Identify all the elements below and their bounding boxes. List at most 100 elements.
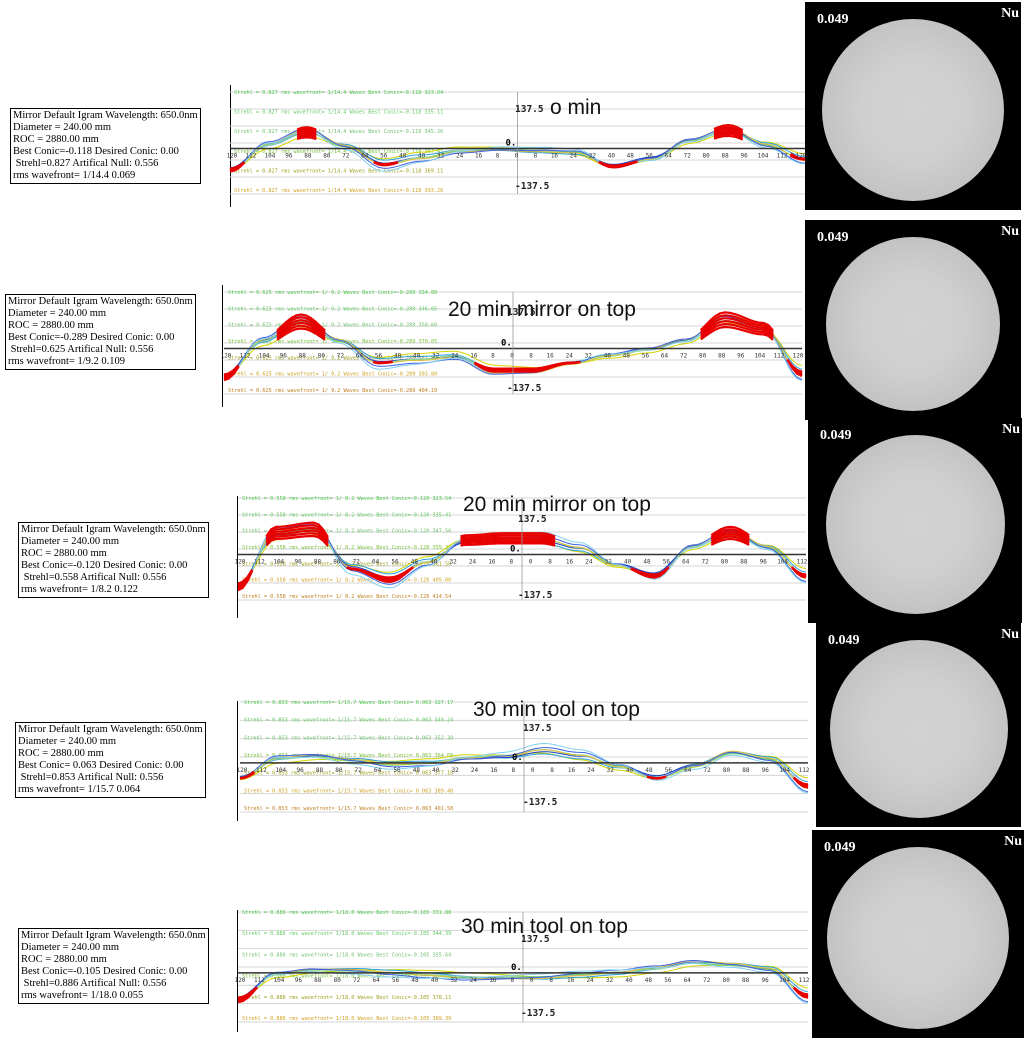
parameter-line: Diameter = 240.00 mm [13, 122, 112, 133]
profile-plot: Strehl = 0.558 rms wavefront= 1/ 8.2 Wav… [235, 496, 808, 601]
x-tick-label: 56 [665, 767, 673, 774]
x-tick-label: 8 [548, 559, 552, 566]
x-tick-label: 56 [646, 153, 654, 160]
y-min-label: -137.5 [515, 181, 550, 192]
x-tick-label: 96 [295, 559, 303, 566]
chart-title: 20 min mirror on top [448, 298, 636, 321]
y-min-label: -137.5 [507, 383, 542, 394]
x-tick-label: 40 [626, 767, 634, 774]
chart-panel: Mirror Default Igram Wavelength: 650.0nm… [0, 830, 1024, 1038]
parameter-line: Best Conic=-0.105 Desired Conic: 0.00 [21, 966, 188, 977]
x-tick-label: 48 [643, 559, 651, 566]
x-tick-label: 32 [450, 559, 458, 566]
x-tick-label: 0 [510, 353, 514, 360]
x-tick-label: 112 [799, 767, 810, 774]
x-tick-label: 16 [488, 559, 496, 566]
legend-entry: Strehl = 0.886 rms wavefront= 1/18.0 Wav… [242, 952, 451, 958]
parameter-line: Strehl=0.853 Artifical Null: 0.556 [18, 772, 164, 783]
x-tick-label: 0 [530, 977, 534, 984]
x-tick-label: 80 [323, 153, 331, 160]
x-tick-label: 96 [761, 977, 769, 984]
x-tick-label: 80 [318, 353, 326, 360]
mirror-disk [822, 19, 1004, 201]
x-tick-label: 80 [333, 559, 341, 566]
x-tick-label: 16 [475, 153, 483, 160]
zero-label: 0. [501, 339, 512, 349]
x-tick-label: 16 [490, 767, 498, 774]
legend-entry: Strehl = 0.558 rms wavefront= 1/ 8.2 Wav… [242, 578, 451, 584]
x-tick-label: 80 [699, 353, 707, 360]
parameter-line: Mirror Default Igram Wavelength: 650.0nm [18, 724, 203, 735]
x-tick-label: 72 [353, 977, 361, 984]
null-caption: Nu [1002, 422, 1020, 437]
x-tick-label: 80 [703, 153, 711, 160]
chart-panel: Mirror Default Igram Wavelength: 650.0nm… [0, 210, 1024, 420]
chart-panel: Mirror Default Igram Wavelength: 650.0nm… [0, 0, 1024, 210]
x-tick-label: 24 [587, 767, 595, 774]
x-tick-label: 40 [418, 153, 426, 160]
legend-entry: Strehl = 0.558 rms wavefront= 1/ 8.2 Wav… [242, 512, 451, 518]
y-max-label: 137.5 [523, 723, 552, 734]
x-tick-label: 0 [515, 153, 519, 160]
x-tick-label: 88 [316, 767, 324, 774]
parameters-box: Mirror Default Igram Wavelength: 650.0nm… [10, 108, 201, 184]
x-tick-label: 64 [372, 559, 380, 566]
x-tick-label: 8 [529, 353, 533, 360]
null-value-label: 0.049 [824, 840, 856, 855]
x-tick-label: 96 [737, 353, 745, 360]
x-tick-label: 8 [549, 977, 553, 984]
parameter-line: Best Conic= 0.063 Desired Conic: 0.00 [18, 760, 184, 771]
x-tick-label: 48 [623, 353, 631, 360]
x-tick-label: 96 [760, 559, 768, 566]
null-caption: Nu [1001, 627, 1019, 642]
legend-entry: Strehl = 0.886 rms wavefront= 1/18.0 Wav… [242, 974, 451, 980]
x-tick-label: 80 [723, 977, 731, 984]
zero-label: 0. [511, 963, 522, 973]
x-tick-label: 0 [531, 767, 535, 774]
x-tick-label: 96 [740, 153, 748, 160]
parameters-box: Mirror Default Igram Wavelength: 650.0nm… [18, 522, 209, 598]
x-tick-label: 48 [394, 353, 402, 360]
x-tick-label: 104 [754, 353, 765, 360]
null-caption: Nu [1004, 834, 1022, 849]
x-tick-label: 24 [570, 153, 578, 160]
y-max-label: 137.5 [518, 514, 547, 525]
parameter-line: rms wavefront= 1/18.0 0.055 [21, 990, 144, 1001]
out-of-tolerance-trace [237, 986, 809, 1004]
parameter-line: Mirror Default Igram Wavelength: 650.0nm [21, 524, 206, 535]
chart-title: 30 min tool on top [473, 698, 640, 721]
mirror-disk [826, 237, 1000, 411]
null-value-label: 0.049 [820, 428, 852, 443]
null-image: 0.049 Nu [816, 623, 1021, 827]
x-tick-label: 64 [374, 767, 382, 774]
legend-entry: Strehl = 0.827 rms wavefront= 1/14.4 Wav… [234, 110, 443, 116]
chart-title: o min [550, 96, 602, 119]
x-tick-label: 8 [509, 559, 513, 566]
profile-plot: Strehl = 0.827 rms wavefront= 1/14.4 Wav… [227, 90, 807, 195]
x-tick-label: 64 [356, 353, 364, 360]
x-tick-label: 112 [799, 977, 810, 984]
x-tick-label: 80 [721, 559, 729, 566]
x-tick-label: 80 [335, 767, 343, 774]
legend-entry: Strehl = 0.625 rms wavefront= 1/ 9.2 Wav… [228, 306, 437, 312]
null-caption: Nu [1001, 6, 1019, 21]
parameter-line: Diameter = 240.00 mm [18, 736, 117, 747]
x-tick-label: 112 [777, 153, 788, 160]
legend-entry: Strehl = 0.853 rms wavefront= 1/15.7 Wav… [244, 788, 453, 794]
x-tick-label: 72 [701, 559, 709, 566]
x-tick-label: 88 [718, 353, 726, 360]
x-tick-label: 32 [432, 353, 440, 360]
parameter-line: ROC = 2880.00 mm [13, 134, 99, 145]
x-tick-label: 16 [489, 977, 497, 984]
zero-label: 0. [506, 139, 517, 149]
out-of-tolerance-trace [237, 521, 807, 592]
x-tick-label: 24 [451, 353, 459, 360]
x-tick-label: 32 [450, 977, 458, 984]
x-tick-label: 72 [703, 767, 711, 774]
x-tick-label: 40 [624, 559, 632, 566]
parameter-line: Diameter = 240.00 mm [21, 536, 120, 547]
x-tick-label: 64 [684, 977, 692, 984]
x-tick-label: 8 [511, 767, 515, 774]
x-tick-label: 112 [240, 353, 251, 360]
legend-entry: Strehl = 0.853 rms wavefront= 1/15.7 Wav… [244, 753, 453, 759]
